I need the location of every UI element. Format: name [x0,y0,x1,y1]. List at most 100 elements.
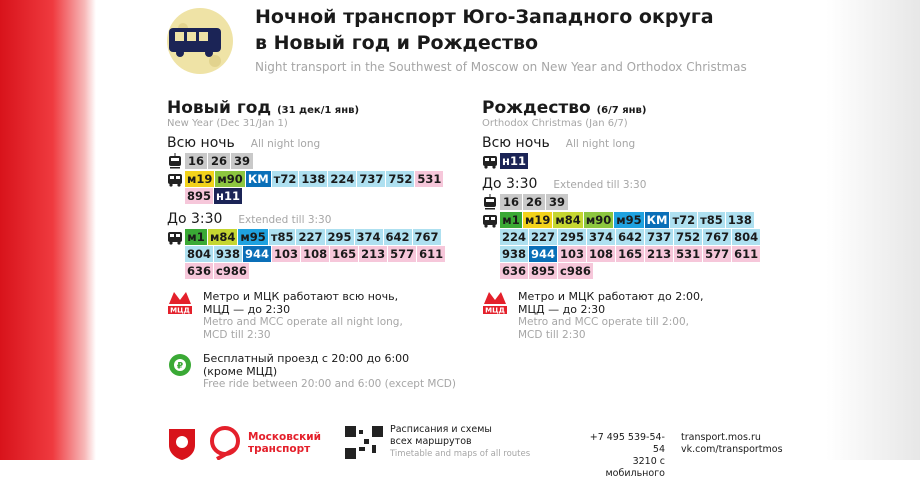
route-line: 224 227 295 374 642 737 752 767 804 [500,229,761,245]
note-icon: МЦД [167,290,203,342]
route-badge: 737 [645,229,674,245]
route-badge: м1 [500,212,522,228]
route-badge: с986 [558,263,593,279]
route-badge: 103 [272,246,301,262]
bus-icon [482,153,500,169]
route-badge: 938 [214,246,243,262]
section-title-text: Новый год [167,98,272,118]
section-dates: (6/7 янв) [596,105,647,116]
note-ru: Метро и МЦК работают всю ночь, [203,290,399,303]
group-label: Всю ночь All night long [482,135,802,152]
schedule: Расписания и схемы [390,424,492,435]
route-badge: 138 [725,212,754,228]
route-badge: 944 [243,246,272,262]
side-fade [826,0,920,460]
route-badge: 26 [523,194,545,210]
svg-text:₽: ₽ [177,362,183,372]
route-row: м1 м84 м95 т85 227 295 374 642 767 804 938 944 103 10… [167,229,487,280]
site: transport.mos.ru [681,432,761,443]
note: МЦД Метро и МЦК работают до 2:00, МЦД — до… [482,290,802,342]
coat-of-arms [169,429,195,460]
route-row: н11 [482,153,802,170]
group-label: До 3:30 Extended till 3:30 [482,176,802,193]
route-badge: 295 [325,229,354,245]
route-badge: 636 [500,263,529,279]
section-title-en: New Year (Dec 31/Jan 1) [167,118,288,129]
route-badge: м95 [238,229,268,245]
title: в Новый год и Рождество [255,32,539,54]
route-badge: 16 [500,194,522,210]
tram-icon [482,194,500,210]
route-badge: 804 [732,229,761,245]
route-badge: т72 [271,171,299,187]
phone: +7 495 539-54-54 [589,432,665,455]
schedule-en: Timetable and maps of all routes [390,449,531,459]
route-badge: н11 [214,188,242,204]
route-badge: 227 [296,229,325,245]
group-label-ru: До 3:30 [482,176,538,192]
route-lines: м1 м19 м84 м90 м95 КМ т72 т85 138 224 227 295 374 642… [500,212,761,280]
section-title: Рождество (6/7 янв) [482,98,802,118]
route-badge: т85 [268,229,296,245]
route-badge: 138 [299,171,328,187]
note: ₽ Бесплатный проезд с 20:00 до 6:00 (кроме… [167,352,487,391]
note-en: MCD till 2:30 [203,329,271,341]
route-badge: м95 [614,212,644,228]
note-text: Метро и МЦК работают всю ночь, МЦД — до 2… [203,290,403,342]
mt-logo [210,426,240,460]
note-ru: МЦД — до 2:30 [203,303,291,316]
route-badge: 108 [301,246,330,262]
route-badge: 295 [558,229,587,245]
route-badge: 39 [231,153,253,169]
group-label-en: Extended till 3:30 [238,214,332,226]
brand: транспорт [248,443,311,455]
note-icon: ₽ [167,352,203,391]
route-lines: 16 26 39 [185,153,254,170]
route-badge: КМ [644,212,670,228]
route-lines: м19 м90 КМ т72 138 224 737 752 531 895 н11 [185,171,444,205]
schedule: всех маршрутов [390,436,472,447]
route-badge: 895 [529,263,558,279]
route-line: 636 с986 [185,263,446,279]
route-badge: 213 [359,246,388,262]
route-badge: 642 [616,229,645,245]
note-ru: Бесплатный проезд с 20:00 до 6:00 [203,352,410,365]
route-badge: 374 [354,229,383,245]
group-label-en: All night long [565,138,636,150]
route-badge: 531 [674,246,703,262]
brand: Московский [248,431,321,443]
subtitle: Night transport in the Southwest of Mosc… [255,60,747,74]
bus-icon [167,229,185,245]
route-row: м1 м19 м84 м90 м95 КМ т72 т85 138 224 227 295 374 642… [482,212,802,280]
route-badge: 577 [388,246,417,262]
section-title: Новый год (31 дек/1 янв) [167,98,487,118]
note-en: Free ride between 20:00 and 6:00 (except… [203,378,456,390]
route-badge: 16 [185,153,207,169]
route-line: м1 м84 м95 т85 227 295 374 642 767 [185,229,446,245]
column: Новый год (31 дек/1 янв) New Year (Dec 31… [167,98,487,391]
red-stripe [0,0,96,460]
route-lines: 16 26 39 [500,194,569,211]
section-title-en: Orthodox Christmas (Jan 6/7) [482,118,628,129]
note-text: Бесплатный проезд с 20:00 до 6:00 (кроме … [203,352,456,391]
bus-icon [482,212,500,228]
route-line: 16 26 39 [500,194,569,210]
section-dates: (31 дек/1 янв) [277,105,360,116]
group-label-ru: Всю ночь [482,135,550,151]
route-badge: 804 [185,246,214,262]
group-label-ru: Всю ночь [167,135,235,151]
note-text: Метро и МЦК работают до 2:00, МЦД — до 2:… [518,290,703,342]
route-badge: 767 [412,229,441,245]
route-badge: 752 [386,171,415,187]
route-badge: м84 [208,229,238,245]
route-badge: м90 [583,212,614,228]
section-title-text: Рождество [482,98,591,118]
route-line: 938 944 103 108 165 213 531 577 611 [500,246,761,262]
route-badge: 108 [587,246,616,262]
note-en: MCD till 2:30 [518,329,586,341]
note: МЦД Метро и МЦК работают всю ночь, МЦД — д… [167,290,487,342]
route-line: 636 895 с986 [500,263,761,279]
note-ru: Метро и МЦК работают до 2:00, [518,290,704,303]
group-label: Всю ночь All night long [167,135,487,152]
